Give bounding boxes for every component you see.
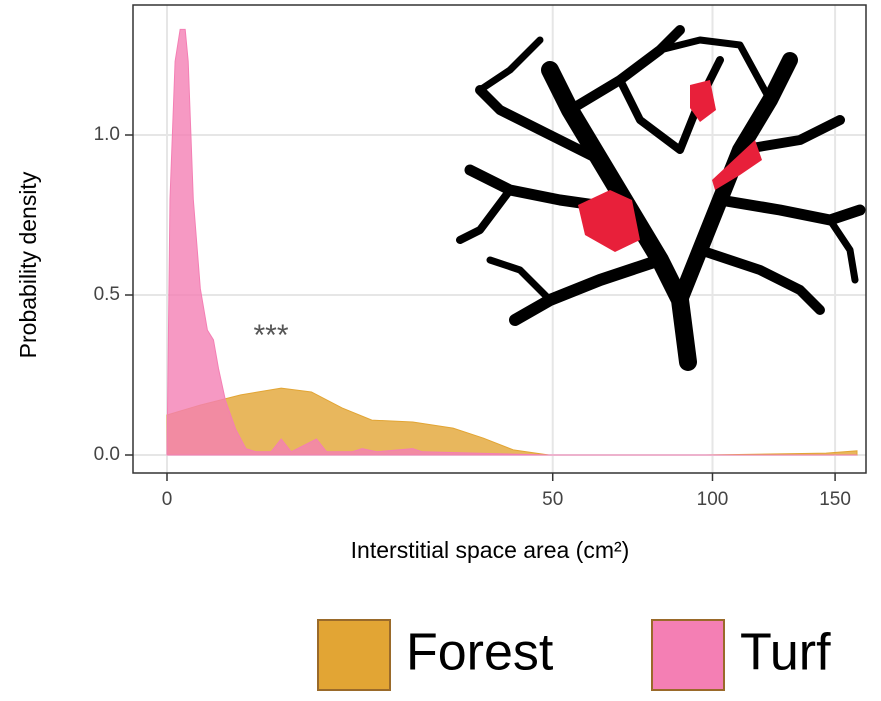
- x-axis-title: Interstitial space area (cm²): [351, 537, 630, 563]
- y-axis-title: Probability density: [15, 171, 41, 358]
- areas: [166, 28, 858, 456]
- legend-swatch: [651, 619, 725, 691]
- legend-swatch: [317, 619, 391, 691]
- x-tick-label: 50: [542, 489, 563, 510]
- x-tick-label: 150: [819, 489, 851, 510]
- y-tick-label: 0.0: [94, 444, 120, 465]
- legend: Forest Turf: [317, 619, 831, 691]
- y-tick-label: 1.0: [94, 124, 120, 145]
- x-tick-label: 100: [697, 489, 729, 510]
- x-tick-label: 0: [162, 489, 173, 510]
- y-tick-label: 0.5: [94, 284, 120, 305]
- legend-label: Turf: [740, 624, 831, 682]
- density-area: [166, 387, 858, 456]
- panel-border: [132, 4, 867, 474]
- axes: 0.0 0.5 1.0 0 50 100 150: [94, 124, 851, 510]
- legend-label: Forest: [406, 624, 554, 682]
- tree-illustration: [456, 25, 866, 371]
- annotation: ***: [253, 319, 288, 352]
- density-area: [166, 28, 857, 456]
